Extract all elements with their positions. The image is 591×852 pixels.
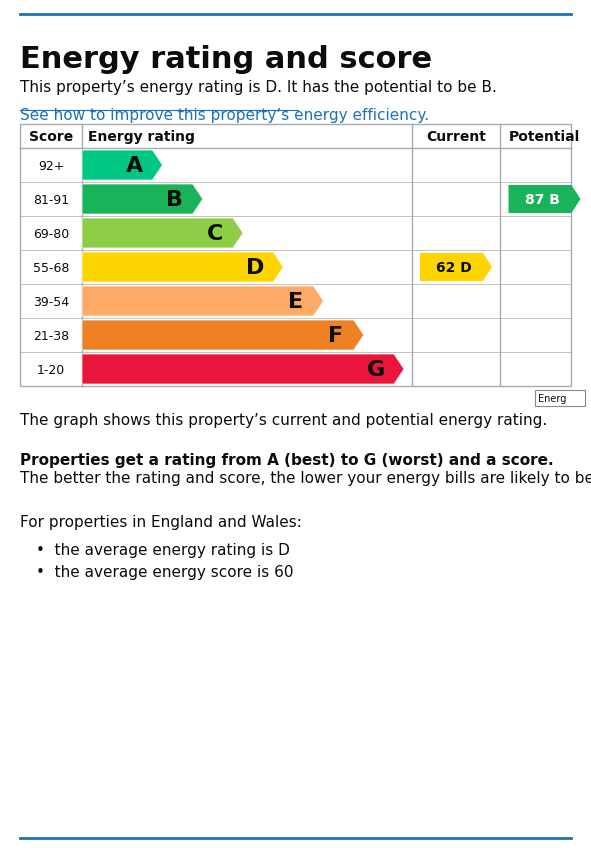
Text: Current: Current — [426, 130, 486, 144]
Polygon shape — [82, 185, 203, 215]
Text: This property’s energy rating is D. It has the potential to be B.: This property’s energy rating is D. It h… — [20, 80, 497, 95]
Text: The graph shows this property’s current and potential energy rating.: The graph shows this property’s current … — [20, 412, 547, 428]
Text: See how to improve this property’s energy efficiency.: See how to improve this property’s energ… — [20, 108, 429, 123]
Polygon shape — [82, 354, 404, 384]
Text: 21-38: 21-38 — [33, 329, 69, 343]
Text: F: F — [328, 325, 343, 346]
Text: E: E — [288, 291, 303, 312]
Polygon shape — [508, 186, 580, 214]
Text: Potential: Potential — [509, 130, 580, 144]
Polygon shape — [82, 151, 163, 181]
Text: B: B — [166, 190, 183, 210]
Text: D: D — [246, 257, 264, 278]
Text: A: A — [126, 156, 143, 176]
Text: •  the average energy rating is D: • the average energy rating is D — [36, 543, 290, 557]
Text: For properties in England and Wales:: For properties in England and Wales: — [20, 515, 302, 529]
Text: 62 D: 62 D — [436, 261, 472, 274]
Bar — [20, 125, 571, 387]
Polygon shape — [82, 286, 323, 317]
Text: Properties get a rating from A (best) to G (worst) and a score.: Properties get a rating from A (best) to… — [20, 452, 554, 468]
Text: The better the rating and score, the lower your energy bills are likely to be.: The better the rating and score, the low… — [20, 470, 591, 486]
Text: C: C — [207, 224, 223, 244]
Text: Score: Score — [29, 130, 73, 144]
Text: Energy rating and score: Energy rating and score — [20, 45, 432, 74]
Text: 81-91: 81-91 — [33, 193, 69, 206]
Text: G: G — [367, 360, 385, 379]
Text: 55-68: 55-68 — [33, 262, 69, 274]
Polygon shape — [420, 254, 492, 282]
Text: •  the average energy score is 60: • the average energy score is 60 — [36, 564, 294, 579]
Text: Energy rating: Energy rating — [88, 130, 195, 144]
Text: 1-20: 1-20 — [37, 363, 65, 376]
Text: 92+: 92+ — [38, 159, 64, 172]
Text: 87 B: 87 B — [525, 193, 560, 207]
Polygon shape — [82, 320, 363, 350]
Bar — [535, 390, 585, 406]
Text: 69-80: 69-80 — [33, 227, 69, 240]
Polygon shape — [82, 253, 283, 283]
Text: Energ: Energ — [538, 394, 566, 404]
Polygon shape — [82, 219, 243, 249]
Text: 39-54: 39-54 — [33, 295, 69, 308]
